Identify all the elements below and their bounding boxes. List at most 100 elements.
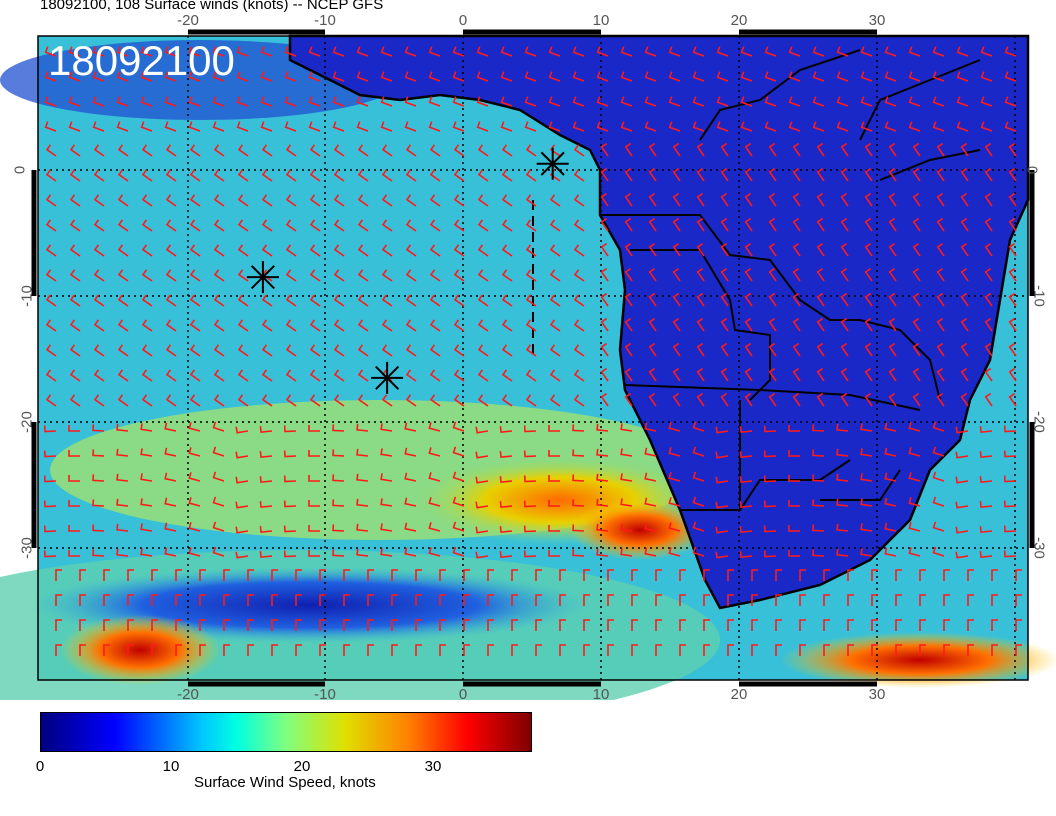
wind-barb <box>188 522 201 532</box>
wind-barb <box>333 194 345 207</box>
wind-barb <box>284 96 297 107</box>
wind-barb <box>140 448 153 457</box>
wind-barb <box>979 551 993 559</box>
wind-barb <box>739 426 753 434</box>
wind-barb <box>679 619 686 631</box>
wind-barb <box>357 194 369 207</box>
wind-barb <box>429 144 441 157</box>
wind-barb <box>141 169 153 182</box>
wind-barb <box>164 46 177 57</box>
wind-barb <box>93 219 105 232</box>
wind-barb <box>259 426 273 434</box>
wind-barb <box>548 550 560 557</box>
lat-tick-left: 0 <box>11 165 29 175</box>
lon-tick-top: -20 <box>177 12 199 29</box>
wind-barb <box>812 499 825 507</box>
wind-barb <box>864 192 873 207</box>
wind-barb <box>79 594 86 606</box>
wind-barb <box>381 294 393 307</box>
wind-barb <box>936 167 945 182</box>
wind-barb <box>703 594 710 606</box>
wind-barb <box>175 644 182 656</box>
wind-barb <box>696 292 705 307</box>
wind-barb <box>816 142 825 157</box>
wind-barb <box>936 367 945 382</box>
wind-barb <box>404 71 417 82</box>
wind-barb <box>860 523 873 532</box>
wind-barb <box>357 219 369 232</box>
wind-barb <box>141 144 153 157</box>
wind-barb <box>768 242 777 257</box>
wind-barb <box>847 644 854 656</box>
wind-barb <box>596 523 609 532</box>
wind-barb <box>175 569 182 581</box>
wind-barb <box>44 71 57 82</box>
wind-barb <box>525 394 537 407</box>
wind-barb <box>45 144 57 157</box>
wind-barb <box>68 96 81 107</box>
wind-barb <box>696 142 705 157</box>
wind-barb <box>823 594 830 606</box>
wind-barb <box>768 267 777 282</box>
wind-barb <box>332 46 345 57</box>
wind-barb <box>812 549 825 557</box>
wind-barb <box>284 46 297 57</box>
wind-barb <box>912 267 921 282</box>
wind-barb <box>763 525 777 533</box>
wind-barb <box>620 523 633 532</box>
wind-barb <box>692 496 705 507</box>
wind-barb <box>583 644 590 656</box>
wind-barb <box>213 369 225 382</box>
wind-barb <box>936 192 945 207</box>
wind-barb <box>936 142 945 157</box>
wind-barb <box>620 96 633 107</box>
wind-barb <box>271 594 278 606</box>
wind-barb <box>283 475 297 483</box>
wind-barb <box>1003 525 1017 533</box>
wind-barb <box>381 319 393 332</box>
wind-barb <box>285 294 297 307</box>
wind-barb <box>644 522 657 532</box>
wind-barb <box>477 244 489 257</box>
wind-barb <box>116 423 129 432</box>
wind-barb <box>727 569 734 581</box>
wind-barb <box>871 619 878 631</box>
wind-barb <box>151 619 158 631</box>
wind-barb <box>501 269 513 282</box>
wind-barb <box>912 242 921 257</box>
wind-barb <box>596 96 609 107</box>
wind-barb <box>596 498 609 507</box>
wind-barb <box>405 244 417 257</box>
wind-barb <box>792 367 801 382</box>
wind-barb <box>165 319 177 332</box>
wind-barb <box>92 524 105 532</box>
wind-barb <box>511 644 518 656</box>
wind-barb <box>600 267 609 282</box>
wind-barb <box>788 96 801 107</box>
wind-barb <box>836 96 849 107</box>
wind-barb <box>357 294 369 307</box>
wind-barb <box>453 194 465 207</box>
wind-barb <box>68 475 80 482</box>
wind-barb <box>212 446 225 457</box>
wind-barb <box>799 644 806 656</box>
wind-barb <box>284 121 297 132</box>
wind-barb <box>523 500 537 508</box>
wind-barb <box>648 292 657 307</box>
wind-barb <box>332 524 345 532</box>
wind-barb <box>812 121 825 132</box>
wind-barb <box>343 594 350 606</box>
wind-barb <box>475 476 489 484</box>
wind-barb <box>43 425 57 433</box>
wind-barb <box>696 367 705 382</box>
wind-barb <box>572 424 585 432</box>
wind-barb <box>572 96 585 107</box>
axis-ticks <box>31 29 1035 687</box>
wind-barb <box>960 342 969 357</box>
wind-barb <box>295 569 302 581</box>
wind-barb <box>69 369 81 382</box>
wind-barb <box>908 422 921 432</box>
wind-barb <box>573 319 585 332</box>
wind-barb <box>475 426 489 434</box>
wind-barb <box>979 526 993 534</box>
